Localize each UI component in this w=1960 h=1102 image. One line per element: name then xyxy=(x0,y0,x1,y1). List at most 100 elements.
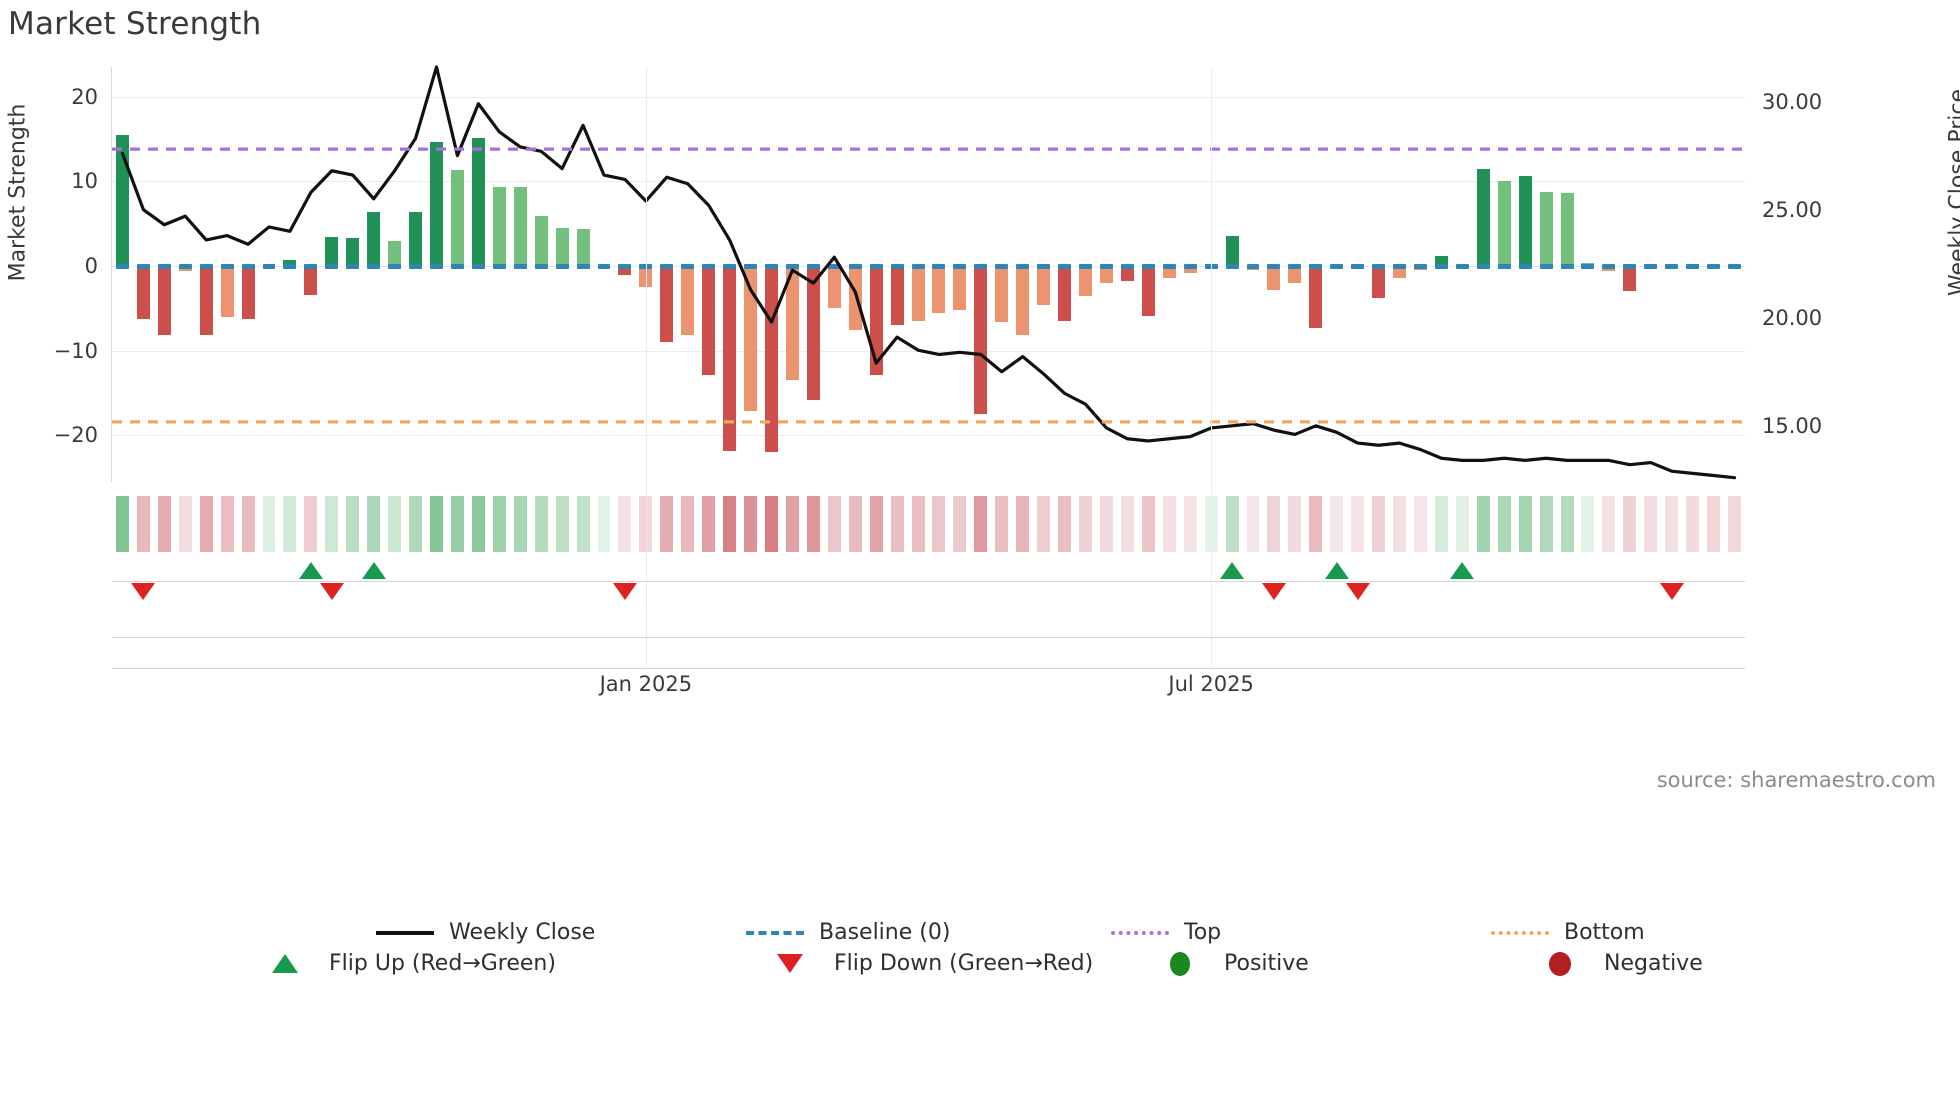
baseline-tick xyxy=(1539,264,1553,270)
bar xyxy=(555,227,569,267)
heatmap-cell xyxy=(1434,496,1448,552)
bar xyxy=(1079,266,1092,296)
legend-item-top[interactable]: Top xyxy=(1110,920,1221,945)
bar xyxy=(1120,266,1134,282)
bar xyxy=(702,266,716,376)
legend-item-flip-down-green-red[interactable]: Flip Down (Green→Red) xyxy=(760,951,1093,976)
baseline-tick xyxy=(1162,264,1176,270)
baseline-tick xyxy=(1644,264,1658,270)
heatmap-cell xyxy=(1099,496,1113,552)
bar xyxy=(911,266,925,322)
baseline-tick xyxy=(1497,264,1511,270)
heatmap-cell xyxy=(1665,496,1679,552)
bar xyxy=(241,266,255,319)
heatmap-cell xyxy=(1162,496,1176,552)
baseline-tick xyxy=(1372,264,1386,270)
baseline-tick xyxy=(848,264,862,270)
baseline-tick xyxy=(702,264,716,270)
bar xyxy=(1560,193,1574,267)
legend-item-baseline-0[interactable]: Baseline (0) xyxy=(745,920,950,945)
legend-item-flip-up-red-green[interactable]: Flip Up (Red→Green) xyxy=(255,951,556,976)
flip-down-marker-icon xyxy=(131,583,156,600)
bar xyxy=(827,266,841,309)
flip-up-marker-icon xyxy=(361,562,386,579)
baseline-tick xyxy=(1560,264,1574,270)
baseline-tick xyxy=(430,264,443,270)
flip-down-marker-icon xyxy=(319,583,344,600)
baseline-tick xyxy=(1581,264,1595,270)
bar xyxy=(1162,266,1176,278)
heatmap-cell xyxy=(115,496,129,552)
heatmap-cell xyxy=(681,496,695,552)
bar xyxy=(1393,266,1407,278)
heatmap-cell xyxy=(283,496,297,552)
heatmap-cell xyxy=(1581,496,1595,552)
baseline-tick xyxy=(1707,264,1721,270)
grid-line-h-2 xyxy=(112,266,1745,268)
baseline-tick xyxy=(1728,264,1741,270)
heatmap-cell xyxy=(1497,496,1511,552)
baseline-tick xyxy=(1099,264,1113,270)
reference-lines xyxy=(112,147,1745,424)
bar xyxy=(283,260,297,267)
x-tick-0: Jan 2025 xyxy=(599,672,693,696)
flip-up-marker-icon xyxy=(1324,562,1349,579)
heatmap-cell xyxy=(1183,496,1197,552)
line-dotted-icon xyxy=(1490,930,1550,935)
heatmap-cell xyxy=(534,496,548,552)
y-tick-right-3: 15.00 xyxy=(1762,413,1823,438)
flip-up-marker-icon xyxy=(1220,562,1245,579)
bar xyxy=(953,266,967,311)
baseline-tick xyxy=(1079,264,1092,270)
heatmap-cell xyxy=(869,496,883,552)
bar xyxy=(1518,176,1532,267)
grid-line-h-4 xyxy=(112,435,1745,437)
legend-item-bottom[interactable]: Bottom xyxy=(1490,920,1645,945)
heatmap-cell xyxy=(1351,496,1365,552)
heatmap-cell xyxy=(890,496,904,552)
baseline-tick xyxy=(953,264,967,270)
bar xyxy=(1476,169,1490,267)
bar xyxy=(409,211,423,267)
panel-rule-0 xyxy=(112,637,1745,638)
y-tick-left-1: 10 xyxy=(71,169,98,194)
bar xyxy=(1309,266,1323,328)
heatmap-cell xyxy=(450,496,464,552)
legend-item-label: Baseline (0) xyxy=(819,920,951,945)
bar xyxy=(136,266,150,319)
bar xyxy=(974,266,988,415)
legend-item-label: Positive xyxy=(1224,951,1309,976)
baseline-tick xyxy=(136,264,150,270)
bar xyxy=(1099,266,1113,283)
grid-line-h-1 xyxy=(112,181,1745,183)
heatmap-cell xyxy=(492,496,506,552)
y-tick-left-3: −10 xyxy=(53,338,98,363)
flip-up-marker-icon xyxy=(1450,562,1475,579)
heatmap-cell xyxy=(367,496,381,552)
y-axis-left-label: Market Strength xyxy=(5,103,31,282)
heatmap-cell xyxy=(1141,496,1155,552)
bar xyxy=(723,266,737,451)
bar xyxy=(1058,266,1072,322)
legend-item-weekly-close[interactable]: Weekly Close xyxy=(375,920,595,945)
heatmap-cell xyxy=(1518,496,1532,552)
bar xyxy=(157,266,171,336)
plot-area xyxy=(112,65,1745,482)
baseline-tick xyxy=(764,264,778,270)
legend-item-negative[interactable]: Negative xyxy=(1530,951,1703,976)
bar xyxy=(388,240,402,267)
y-axis-right-label: Weekly Close Price xyxy=(1945,89,1960,296)
heatmap-cell xyxy=(136,496,150,552)
bar xyxy=(1183,266,1197,273)
baseline-tick xyxy=(785,264,799,270)
heatmap-cell xyxy=(974,496,988,552)
legend-item-positive[interactable]: Positive xyxy=(1150,951,1309,976)
bar xyxy=(1141,266,1155,316)
heatmap-cell xyxy=(932,496,946,552)
bar xyxy=(1372,266,1386,299)
baseline-tick xyxy=(1476,264,1490,270)
y-tick-right-2: 20.00 xyxy=(1762,305,1823,330)
heatmap-cell xyxy=(1476,496,1490,552)
heatmap-cell xyxy=(346,496,360,552)
legend-item-label: Bottom xyxy=(1564,920,1645,945)
